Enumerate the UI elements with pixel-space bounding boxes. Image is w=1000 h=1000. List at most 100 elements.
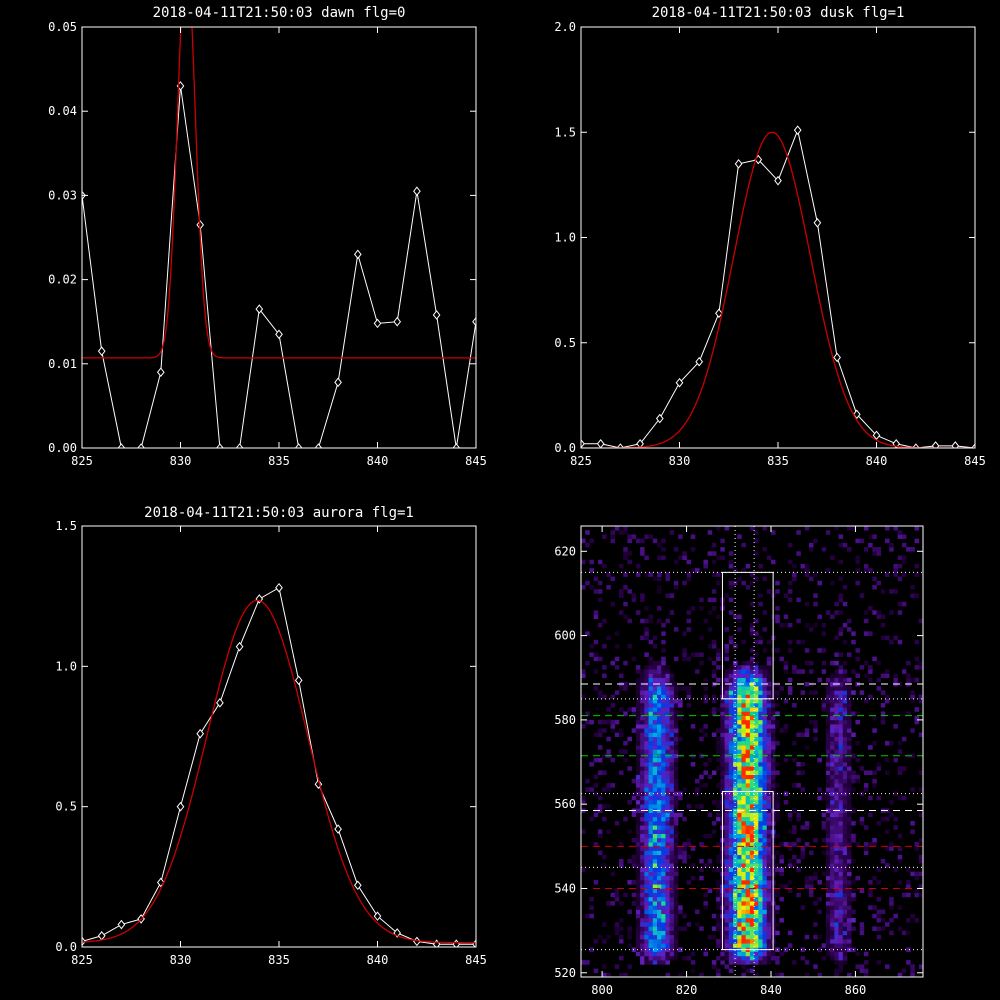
- heatmap-cell: [669, 926, 675, 931]
- heatmap-cell: [897, 972, 903, 977]
- heatmap-cell: [762, 799, 768, 805]
- heatmap-cell: [800, 905, 806, 910]
- heatmap-cell: [758, 681, 763, 687]
- heatmap-cell: [716, 968, 721, 974]
- image-ytick-label: 620: [554, 544, 576, 558]
- heatmap-cell: [842, 934, 848, 940]
- heatmap-cell: [597, 732, 603, 738]
- heatmap-cell: [859, 968, 865, 974]
- heatmap-cell: [842, 892, 848, 898]
- heatmap-cell: [661, 736, 666, 742]
- heatmap-cell: [783, 614, 789, 620]
- heatmap-cell: [669, 951, 675, 957]
- aurora-ytick-label: 1.0: [55, 659, 77, 673]
- dawn-data-point: [117, 443, 126, 448]
- heatmap-cell: [876, 821, 882, 826]
- heatmap-cell: [758, 719, 763, 725]
- aurora-ytick-label: 1.5: [55, 519, 77, 533]
- heatmap-cell: [635, 774, 641, 780]
- heatmap-cell: [749, 703, 755, 708]
- dawn-data-point: [255, 304, 264, 314]
- heatmap-cell: [885, 863, 890, 868]
- dusk-data-point: [774, 175, 782, 186]
- heatmap-cell: [711, 551, 717, 556]
- heatmap-cell: [623, 601, 628, 607]
- heatmap-cell: [673, 858, 679, 864]
- heatmap-cell: [885, 922, 890, 927]
- heatmap-cell: [906, 867, 911, 872]
- heatmap-cell: [703, 863, 708, 868]
- heatmap-cell: [657, 542, 662, 548]
- heatmap-cell: [872, 913, 877, 919]
- heatmap-cell: [817, 580, 822, 586]
- heatmap-cell: [728, 766, 734, 771]
- heatmap-cell: [644, 669, 649, 674]
- heatmap-cell: [825, 694, 831, 700]
- heatmap-cell: [673, 728, 679, 733]
- heatmap-cell: [724, 926, 730, 931]
- heatmap-cell: [652, 740, 658, 746]
- heatmap-cell: [855, 875, 860, 881]
- heatmap-cell: [741, 766, 746, 771]
- heatmap-cell: [830, 690, 835, 695]
- heatmap-cell: [640, 905, 645, 910]
- heatmap-cell: [631, 854, 637, 860]
- heatmap-cell: [809, 884, 814, 889]
- heatmap-cell: [825, 732, 831, 738]
- heatmap-cell: [644, 812, 649, 818]
- heatmap-cell: [652, 783, 658, 788]
- heatmap-cell: [648, 778, 654, 784]
- heatmap-cell: [669, 711, 675, 716]
- heatmap-cell: [842, 955, 848, 961]
- heatmap-cell: [728, 694, 734, 700]
- heatmap-cell: [817, 787, 822, 792]
- aurora-data-point: [216, 698, 224, 708]
- heatmap-cell: [830, 694, 835, 700]
- heatmap-cell: [661, 656, 666, 662]
- heatmap-cell: [771, 711, 776, 716]
- heatmap-cell: [762, 955, 768, 961]
- heatmap-cell: [593, 732, 599, 738]
- heatmap-cell: [880, 690, 886, 695]
- heatmap-cell: [787, 930, 793, 936]
- heatmap-cell: [623, 749, 628, 754]
- heatmap-cell: [665, 673, 670, 679]
- heatmap-cell: [720, 538, 725, 544]
- heatmap-cell: [749, 896, 755, 902]
- heatmap-cell: [766, 728, 772, 733]
- heatmap-cell: [635, 563, 641, 569]
- heatmap-cell: [758, 593, 763, 598]
- heatmap-cell: [627, 766, 632, 771]
- heatmap-cell: [733, 694, 738, 700]
- heatmap-cell: [906, 892, 911, 898]
- heatmap-cell: [673, 825, 679, 830]
- heatmap-cell: [821, 703, 827, 708]
- dusk-data-point: [813, 217, 822, 228]
- heatmap-cell: [640, 669, 645, 674]
- heatmap-cell: [830, 732, 835, 738]
- heatmap-cell: [720, 728, 725, 733]
- heatmap-cell: [648, 808, 654, 813]
- heatmap-cell: [657, 896, 662, 902]
- heatmap-cell: [762, 913, 768, 919]
- heatmap-cell: [673, 770, 679, 775]
- dawn-data-point: [137, 443, 145, 448]
- heatmap-cell: [665, 913, 670, 919]
- heatmap-cell: [737, 850, 742, 856]
- heatmap-cell: [635, 665, 641, 670]
- heatmap-cell: [733, 825, 738, 830]
- heatmap-cell: [758, 736, 763, 742]
- heatmap-cell: [728, 732, 734, 738]
- heatmap-cell: [749, 724, 755, 729]
- heatmap-cell: [762, 698, 768, 704]
- dawn-xtick-label: 845: [465, 454, 487, 468]
- heatmap-cell: [728, 917, 734, 923]
- heatmap-cell: [737, 795, 742, 801]
- heatmap-cell: [724, 964, 730, 969]
- heatmap-cell: [749, 787, 755, 792]
- heatmap-cell: [703, 770, 708, 775]
- heatmap-cell: [614, 526, 620, 531]
- heatmap-cell: [745, 871, 751, 877]
- heatmap-cell: [838, 665, 844, 670]
- heatmap-cell: [880, 926, 886, 931]
